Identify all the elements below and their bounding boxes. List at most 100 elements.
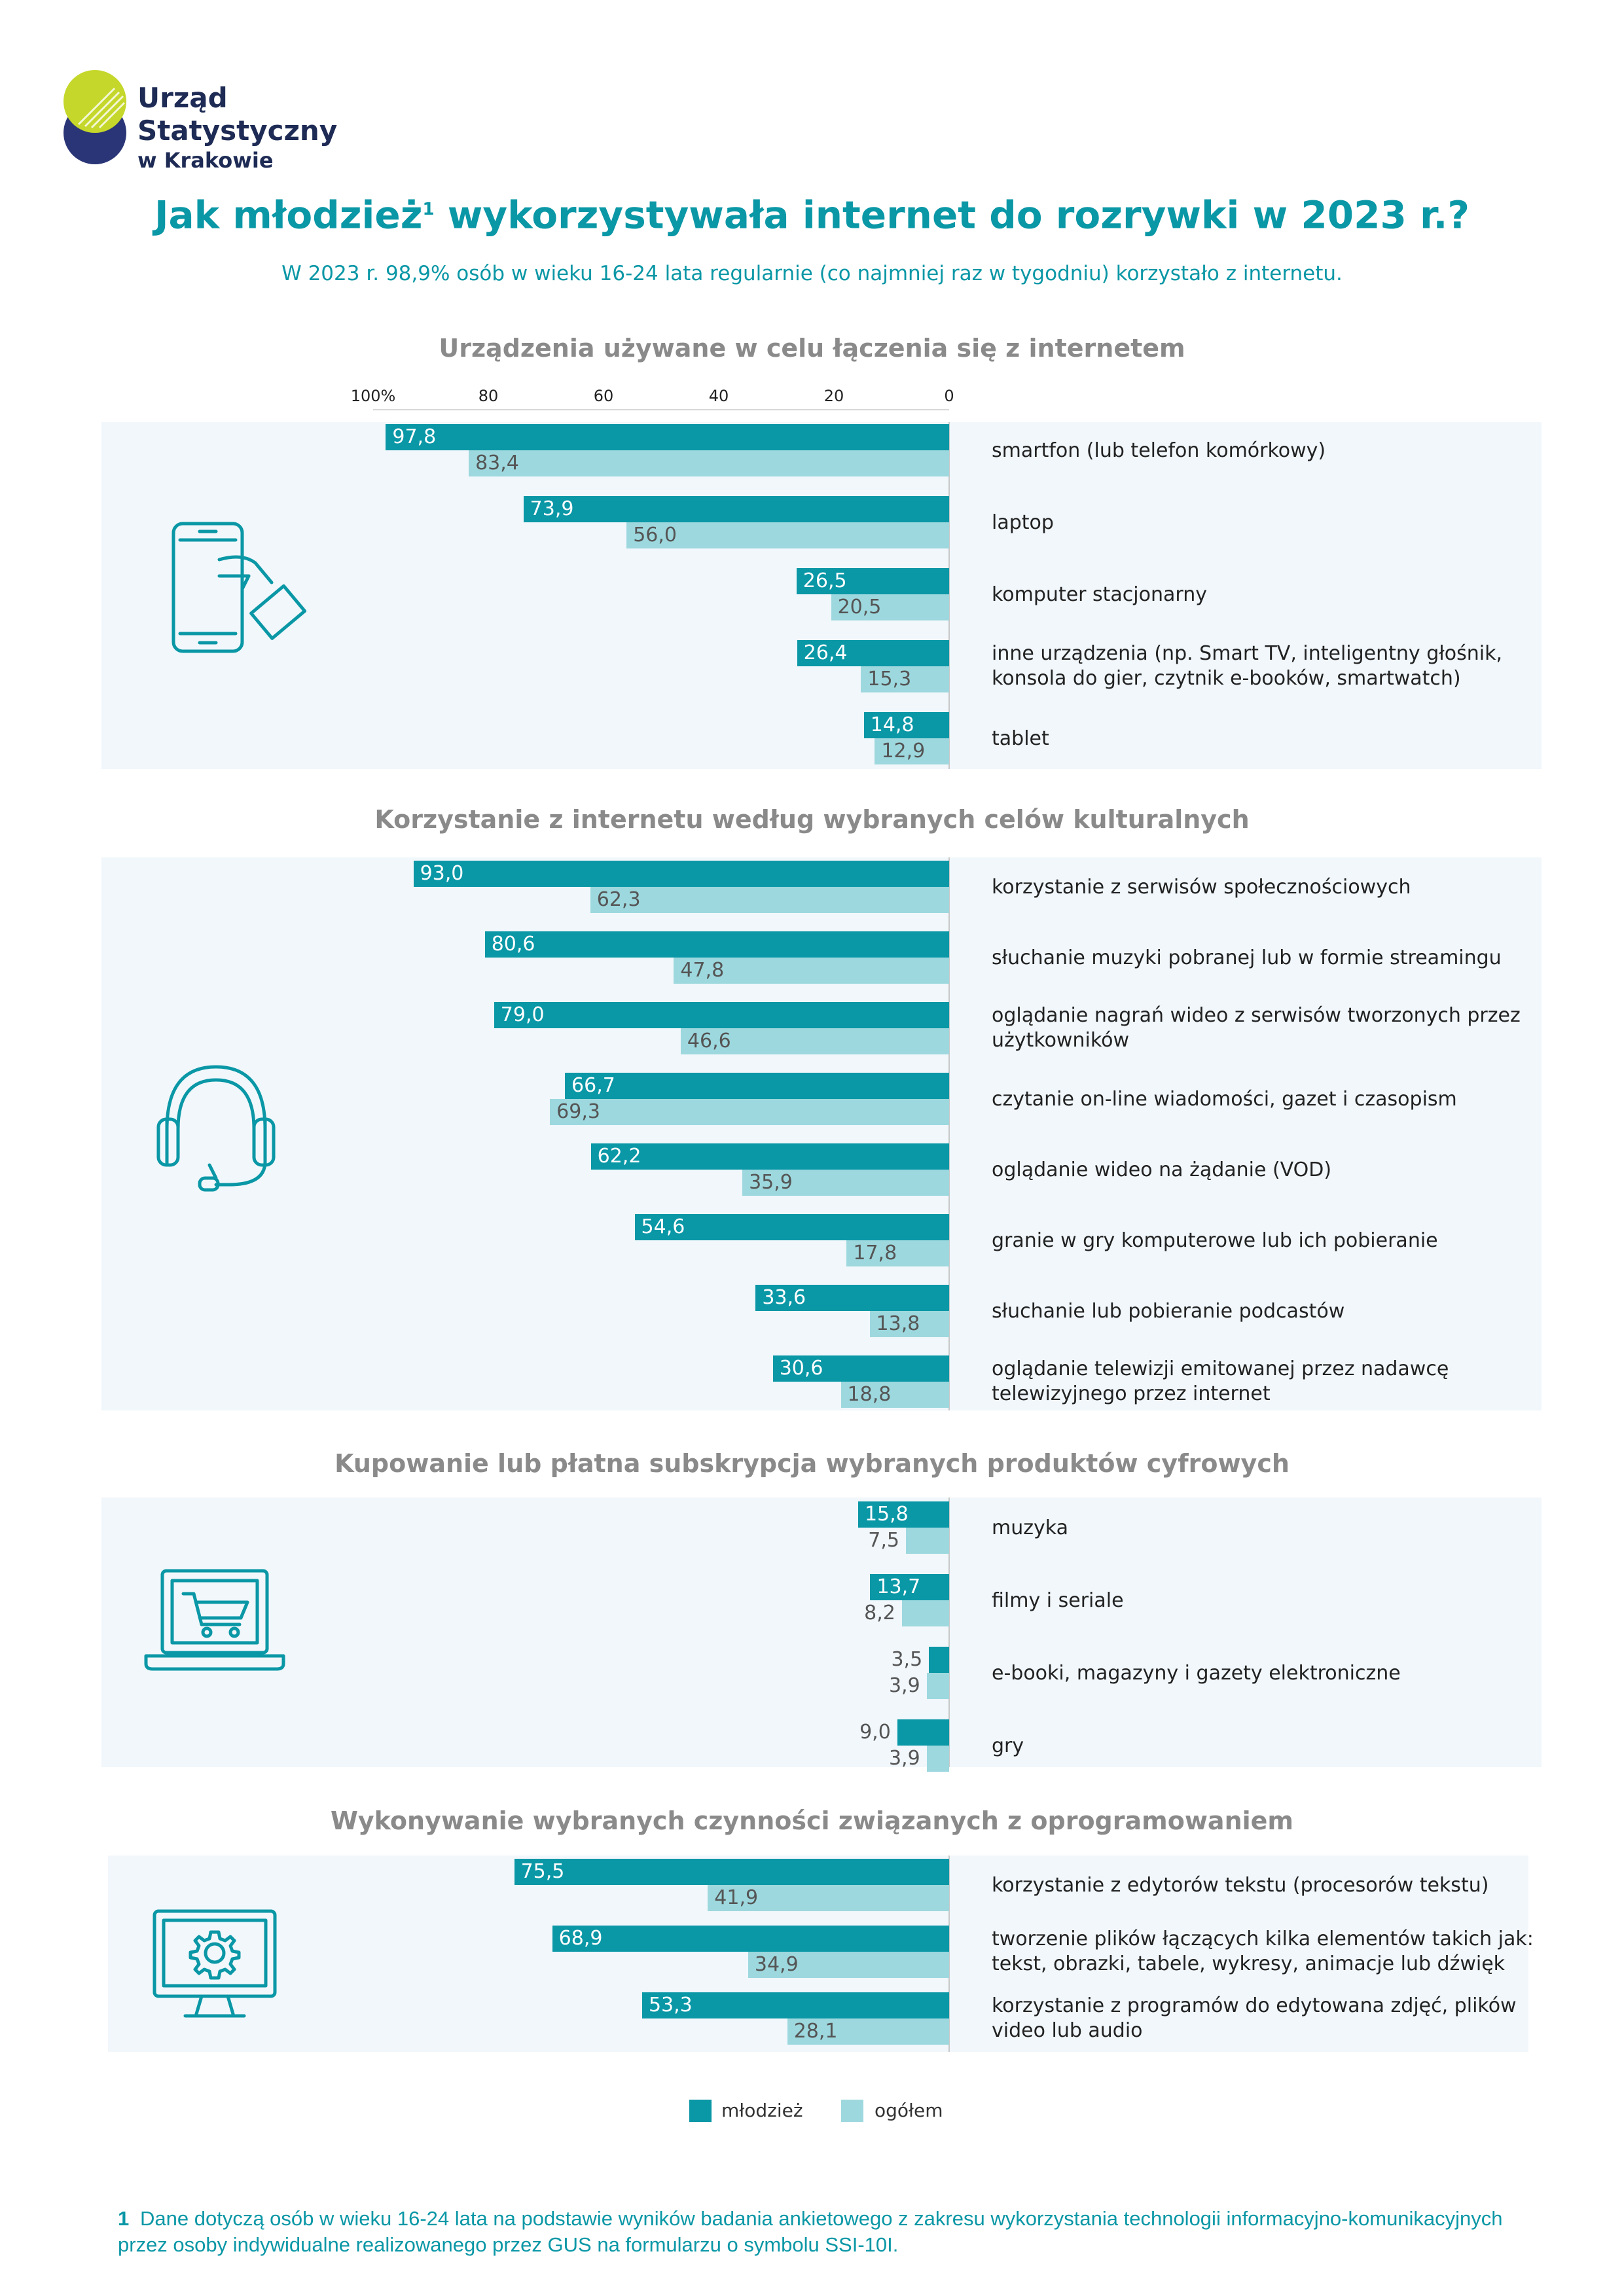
data-label-total: 18,8	[847, 1383, 892, 1406]
bar-youth	[484, 931, 949, 958]
data-label-total: 8,2	[864, 1602, 895, 1624]
data-label-total: 15,3	[867, 668, 912, 691]
data-label-total: 3,9	[888, 1747, 920, 1770]
bar-youth	[514, 1859, 949, 1885]
data-label-youth: 80,6	[491, 933, 535, 956]
bar-total	[626, 522, 949, 548]
data-label-total: 41,9	[714, 1886, 759, 1909]
data-label-youth: 15,8	[864, 1503, 909, 1526]
footnote-number: 1	[118, 2207, 130, 2230]
bar-total	[926, 1746, 949, 1772]
data-label-youth: 26,5	[803, 569, 847, 592]
axis-tick-label: 0	[944, 387, 954, 405]
data-label-total: 62,3	[596, 888, 641, 911]
category-label: słuchanie muzyki pobranej lub w formie s…	[992, 946, 1502, 969]
category-label: filmy i seriale	[992, 1589, 1124, 1612]
section-title-devices: Urządzenia używane w celu łączenia się z…	[439, 334, 1185, 363]
zero-line	[948, 1498, 950, 1767]
bar-total	[787, 2018, 949, 2045]
bar-youth	[755, 1285, 949, 1311]
bar-total	[748, 1952, 949, 1978]
category-label: laptop	[992, 511, 1054, 534]
bar-youth	[772, 1355, 949, 1382]
category-label: tworzenie plików łączących kilka element…	[992, 1928, 1534, 1975]
bar-total	[926, 1673, 949, 1699]
bar-total	[550, 1099, 949, 1125]
data-label-youth: 79,0	[500, 1003, 545, 1026]
bar-total	[674, 958, 949, 984]
bar-total	[869, 1311, 949, 1337]
bar-youth	[797, 640, 949, 666]
bar-youth	[796, 568, 949, 594]
category-label: korzystanie z programów do edytowana zdj…	[992, 1994, 1517, 2042]
data-label-total: 17,8	[853, 1242, 897, 1265]
bar-youth	[863, 712, 949, 738]
bar-total	[680, 1028, 949, 1054]
smartphone-hand-icon	[171, 522, 307, 653]
headphones-icon	[156, 1065, 276, 1192]
bar-youth	[929, 1647, 949, 1673]
category-label: słuchanie lub pobieranie podcastów	[992, 1300, 1345, 1323]
axis-tick-label: 80	[478, 387, 499, 405]
bar-youth	[870, 1574, 949, 1600]
data-label-youth: 9,0	[859, 1721, 891, 1744]
bar-youth	[413, 861, 949, 887]
bar-total	[901, 1600, 949, 1626]
data-label-youth: 26,4	[803, 641, 848, 664]
logo: Urząd Statystyczny w Krakowie	[59, 62, 399, 173]
category-label: korzystanie z edytorów tekstu (procesoró…	[992, 1874, 1489, 1897]
data-label-total: 69,3	[556, 1100, 600, 1123]
category-label: oglądanie wideo na żądanie (VOD)	[992, 1158, 1332, 1181]
bar-total	[875, 738, 949, 764]
legend-swatch-total	[841, 2100, 863, 2122]
footnote: Dane dotyczą osób w wieku 16-24 lata na …	[118, 2207, 1503, 2256]
data-label-youth: 66,7	[571, 1074, 615, 1097]
bar-youth	[857, 1501, 949, 1528]
category-label: tablet	[992, 727, 1049, 750]
data-label-total: 28,1	[793, 2020, 838, 2043]
panel-devices	[101, 422, 1542, 769]
bar-total	[840, 1382, 949, 1408]
bar-total	[469, 450, 949, 476]
logo-line1: Urząd Statystyczny	[137, 82, 338, 147]
bar-total	[590, 887, 949, 913]
bar-youth	[565, 1073, 949, 1099]
zero-line	[948, 422, 950, 769]
data-label-total: 83,4	[475, 452, 519, 475]
data-label-youth: 75,5	[520, 1860, 565, 1883]
bar-youth	[494, 1002, 949, 1028]
bar-total	[742, 1170, 949, 1196]
data-label-youth: 73,9	[530, 497, 574, 520]
bar-youth	[897, 1719, 949, 1746]
section-title-culture: Korzystanie z internetu według wybranych…	[374, 805, 1250, 834]
category-label: granie w gry komputerowe lub ich pobiera…	[992, 1229, 1438, 1252]
data-label-youth: 93,0	[420, 862, 464, 885]
page-subtitle: W 2023 r. 98,9% osób w wieku 16-24 lata …	[281, 262, 1343, 285]
bar-total	[906, 1528, 949, 1554]
bar-youth	[523, 496, 949, 522]
data-label-youth: 33,6	[762, 1286, 806, 1309]
data-label-total: 56,0	[633, 524, 677, 547]
category-label: oglądanie telewizji emitowanej przez nad…	[992, 1357, 1449, 1405]
bar-youth	[634, 1214, 949, 1240]
data-label-total: 7,5	[868, 1529, 899, 1552]
zero-line	[948, 1856, 950, 2052]
category-label: czytanie on-line wiadomości, gazet i cza…	[992, 1088, 1457, 1111]
category-label: smartfon (lub telefon komórkowy)	[992, 439, 1326, 462]
monitor-gear-icon	[153, 1909, 277, 2018]
data-label-youth: 53,3	[648, 1994, 693, 2017]
bar-total	[831, 594, 949, 620]
bar-total	[861, 666, 949, 692]
title-footnote-mark: 1	[422, 200, 435, 219]
category-label: korzystanie z serwisów społecznościowych	[992, 876, 1411, 899]
logo-mark-icon	[63, 70, 126, 164]
axis-tick-label: 20	[823, 387, 844, 405]
data-label-total: 35,9	[749, 1171, 793, 1194]
logo-line2: w Krakowie	[137, 148, 274, 173]
bar-youth	[552, 1926, 949, 1952]
category-label: komputer stacjonarny	[992, 583, 1207, 606]
axis-line	[373, 409, 949, 410]
data-label-total: 20,5	[837, 596, 882, 619]
data-label-youth: 14,8	[870, 713, 914, 736]
data-label-youth: 62,2	[597, 1145, 641, 1168]
